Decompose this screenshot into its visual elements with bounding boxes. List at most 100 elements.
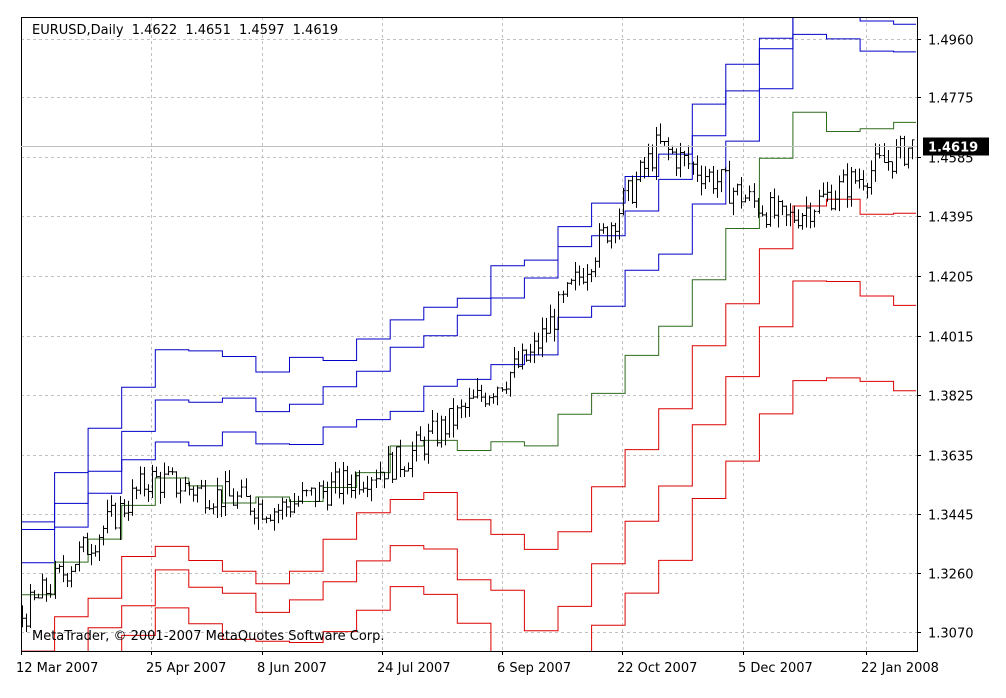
price-bar	[321, 480, 326, 499]
y-tick-label: 1.3070	[928, 627, 974, 642]
price-bar	[435, 412, 440, 447]
price-bar	[792, 205, 797, 224]
y-tick-label: 1.4960	[928, 34, 974, 49]
y-tick-label: 1.4775	[928, 92, 974, 107]
price-bar	[601, 223, 606, 234]
band-line-lower-2	[87, 280, 916, 651]
price-bar	[565, 282, 570, 297]
price-bar	[483, 392, 488, 408]
price-bar	[626, 179, 631, 201]
price-bar	[682, 150, 687, 167]
price-bar	[585, 264, 590, 291]
price-bar	[252, 507, 257, 525]
price-bar	[223, 470, 228, 517]
price-bar	[288, 499, 293, 518]
price-bar	[837, 175, 842, 212]
price-bar	[329, 472, 334, 507]
price-bar	[796, 209, 801, 229]
price-bar	[28, 583, 33, 629]
x-axis-labels: 12 Mar 2007 25 Apr 2007 8 Jun 2007 24 Jul 2…	[16, 651, 939, 676]
price-bar	[296, 495, 301, 507]
price-bar	[650, 144, 655, 172]
current-price-tag: 1.4619	[21, 137, 989, 156]
price-bar	[118, 496, 123, 541]
price-bar	[589, 269, 594, 283]
price-bar	[178, 478, 183, 504]
price-bar	[390, 451, 395, 483]
price-bar	[231, 488, 236, 506]
price-bars	[21, 123, 915, 632]
price-bar	[146, 484, 151, 502]
price-bar	[703, 166, 708, 190]
price-bar	[32, 590, 37, 601]
price-bar	[479, 384, 484, 402]
price-bar	[24, 613, 29, 632]
price-bar	[532, 332, 537, 364]
price-bar	[382, 471, 387, 489]
price-bar	[235, 491, 240, 509]
price-bar	[101, 525, 106, 546]
price-bar	[674, 148, 679, 177]
price-bar	[764, 212, 769, 228]
price-bar	[467, 387, 472, 417]
y-tick-label: 1.3825	[928, 390, 974, 405]
high-price: 1.4651	[185, 23, 231, 38]
price-bar	[524, 349, 529, 362]
price-bar	[227, 470, 232, 497]
price-bar	[752, 183, 757, 208]
price-bar	[902, 135, 907, 167]
price-bar	[544, 317, 549, 343]
price-bar	[349, 474, 354, 498]
price-bar	[439, 415, 444, 448]
y-tick-label: 1.3635	[928, 450, 974, 465]
price-bar	[638, 160, 643, 183]
price-bar	[191, 486, 196, 502]
band-line-middle	[21, 111, 916, 596]
price-bar	[162, 462, 167, 498]
price-bar	[833, 190, 838, 211]
price-bar	[166, 466, 171, 476]
price-bar	[670, 145, 675, 155]
price-bar	[207, 500, 212, 510]
price-bar	[495, 386, 500, 406]
price-bar	[248, 494, 253, 516]
price-bar	[61, 555, 66, 583]
price-bar	[199, 479, 204, 490]
price-bar	[239, 479, 244, 498]
price-bar	[410, 441, 415, 478]
price-bar	[577, 265, 582, 286]
price-bar	[780, 200, 785, 216]
price-bar	[244, 478, 249, 497]
x-tick-label: 8 Jun 2007	[257, 661, 327, 676]
price-bar	[825, 181, 830, 202]
price-bar	[857, 168, 862, 189]
price-bar	[695, 155, 700, 182]
price-bar	[276, 503, 281, 524]
price-bar	[609, 222, 614, 249]
price-bar	[357, 470, 362, 495]
price-bar	[829, 184, 834, 211]
price-bar	[459, 399, 464, 419]
price-bar	[812, 209, 817, 228]
price-bar	[53, 560, 58, 599]
x-tick-label: 6 Sep 2007	[497, 661, 571, 676]
band-line-upper-3	[21, 17, 794, 523]
price-bar	[97, 534, 102, 562]
price-bar	[691, 161, 696, 175]
price-bar	[406, 462, 411, 472]
price-bar	[804, 196, 809, 228]
price-bar	[715, 169, 720, 198]
price-bar	[841, 169, 846, 183]
y-tick-label: 1.3260	[928, 568, 974, 583]
upper-band-lines	[21, 17, 916, 564]
low-price: 1.4597	[239, 23, 285, 38]
price-bar	[561, 290, 566, 304]
price-bar	[475, 378, 480, 399]
price-bar	[894, 139, 899, 174]
price-bar	[203, 479, 208, 514]
price-bar	[48, 584, 53, 598]
price-bar	[300, 481, 305, 504]
open-price: 1.4622	[131, 23, 178, 38]
